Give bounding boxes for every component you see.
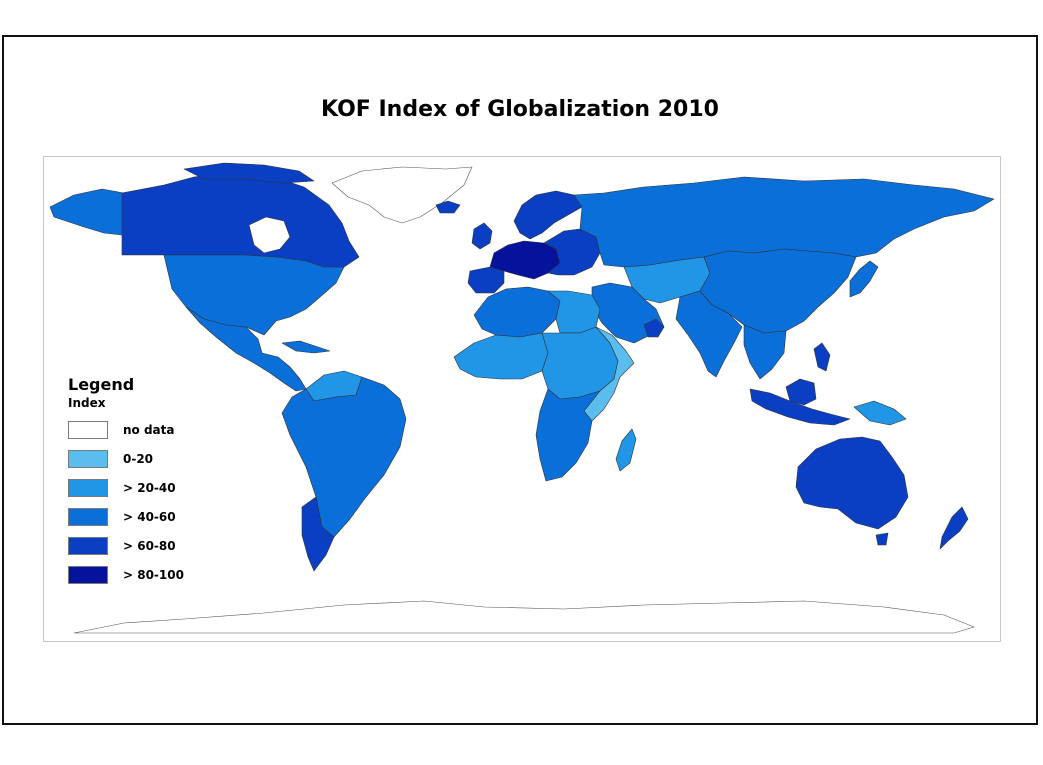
legend-item-80-100: > 80-100 [68,565,228,585]
region-tasmania [875,532,889,546]
region-malaysia-indonesia [749,388,851,426]
region-japan [849,260,879,298]
region-new-zealand [939,506,969,550]
region-arabian-gulf [643,318,665,338]
region-south-america [281,376,407,538]
region-east-africa [583,326,635,422]
region-greenland [331,166,473,224]
world-map-svg [49,162,995,634]
legend-item-60-80: > 60-80 [68,536,228,556]
region-borneo [785,378,817,406]
region-alaska [49,188,125,236]
region-scandinavia [513,190,583,240]
legend: Legend Index no data 0-20 > 20-40 > 40-6… [68,375,228,594]
region-iberia [467,266,505,294]
legend-item-20-40: > 20-40 [68,478,228,498]
region-iceland [435,200,461,214]
map-title: KOF Index of Globalization 2010 [321,97,719,122]
figure-frame: KOF Index of Globalization 2010 [2,35,1038,725]
region-canada [121,170,360,268]
region-eastern-europe [543,228,601,276]
legend-swatch [68,421,108,439]
region-australia [795,436,909,530]
legend-swatch [68,450,108,468]
hudson-bay [248,216,291,254]
region-north-africa [473,286,561,338]
region-antarctica [73,600,975,634]
legend-swatch [68,508,108,526]
region-madagascar [615,428,637,472]
region-cuba [281,340,331,354]
legend-swatch [68,566,108,584]
legend-item-40-60: > 40-60 [68,507,228,527]
world-map [43,156,1001,642]
region-papua-new-guinea [853,400,907,426]
legend-label: > 20-40 [123,481,176,495]
legend-title: Legend [68,375,135,394]
legend-swatch [68,537,108,555]
legend-label: 0-20 [123,452,154,466]
region-philippines [813,342,831,372]
region-canada-islands [183,162,315,184]
legend-label: > 60-80 [123,539,176,553]
region-mexico-central-america [185,306,307,392]
legend-item-no-data: no data [68,420,228,440]
legend-label: > 40-60 [123,510,176,524]
legend-label: > 80-100 [123,568,184,582]
legend-subtitle: Index [68,396,106,410]
region-india [675,290,743,378]
region-southeast-asia [743,324,787,380]
legend-label: no data [123,423,175,437]
legend-item-0-20: 0-20 [68,449,228,469]
region-united-states [163,254,345,336]
region-chile-argentina-south [301,496,335,572]
region-west-africa [453,332,549,380]
region-uk-ireland [471,222,493,250]
legend-swatch [68,479,108,497]
region-southern-africa [535,388,601,482]
